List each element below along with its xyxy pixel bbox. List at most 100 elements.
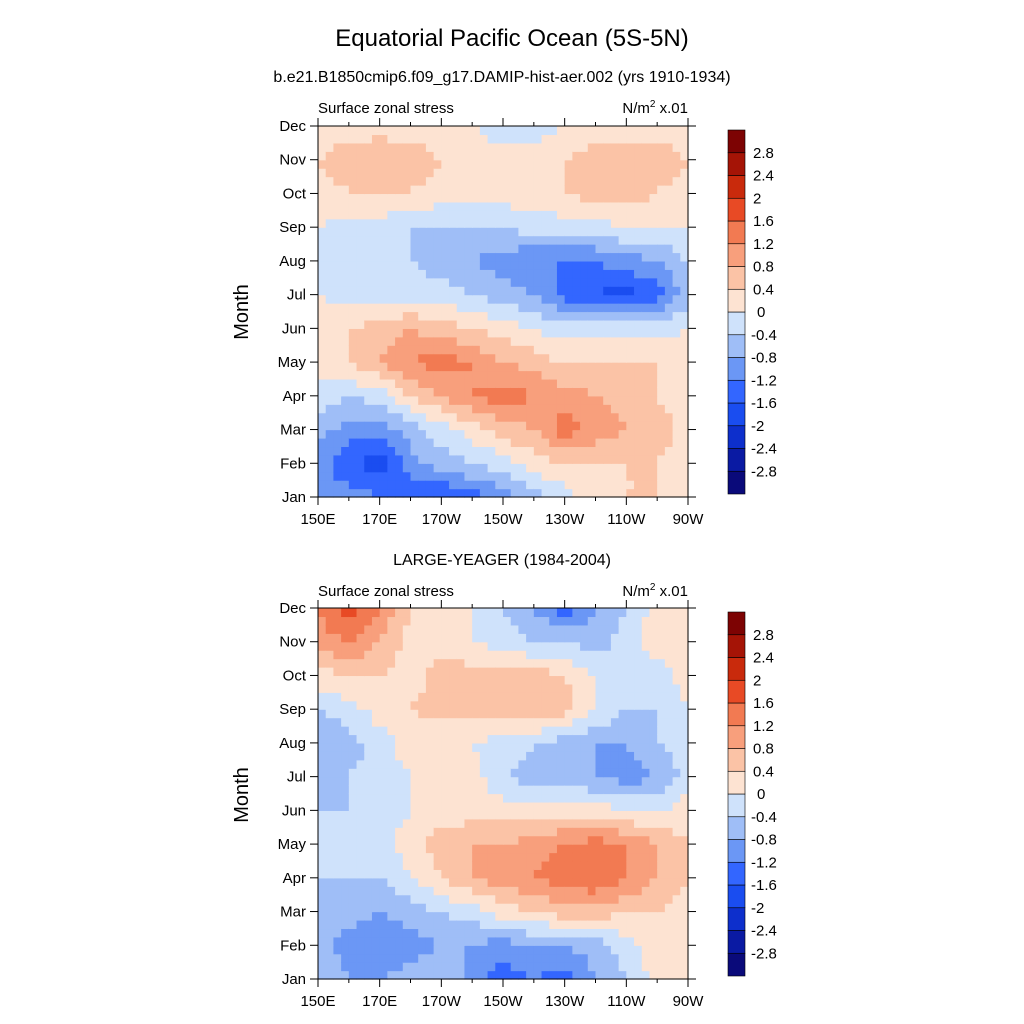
heat-cell [364, 970, 373, 980]
heat-cell [541, 709, 550, 719]
heat-cell [603, 624, 612, 634]
heat-cell [318, 370, 327, 380]
heat-cell [433, 818, 442, 828]
heat-cell [456, 616, 466, 626]
heat-cell [649, 903, 658, 913]
heat-cell [425, 218, 435, 228]
heat-cell [341, 970, 350, 980]
heat-cell [580, 658, 589, 668]
heat-cell [487, 412, 496, 422]
heat-cell [325, 860, 335, 870]
heat-cell [356, 185, 365, 195]
heat-cell [425, 768, 435, 778]
heat-cell [672, 218, 681, 228]
heat-cell [549, 142, 558, 152]
heat-cell [348, 412, 358, 422]
heat-cell [610, 176, 620, 186]
heat-cell [433, 658, 442, 668]
heat-cell [603, 709, 612, 719]
heat-cell [318, 776, 327, 786]
heat-cell [456, 362, 466, 372]
heat-cell [618, 429, 627, 439]
heat-cell [634, 641, 643, 651]
x-tick-label: 170E [362, 993, 397, 1010]
heat-cell [464, 624, 473, 634]
heat-cell [526, 159, 535, 169]
heat-cell [641, 345, 651, 355]
heat-cell [618, 142, 627, 152]
heat-cell [618, 185, 627, 195]
heat-cell [556, 928, 566, 938]
heat-cell [402, 294, 412, 304]
heat-cell [379, 919, 388, 930]
heat-cell [318, 319, 327, 329]
heat-cell [549, 193, 558, 203]
heat-cell [433, 362, 442, 372]
heat-cell [325, 421, 335, 431]
heat-cell [610, 412, 620, 422]
heat-cell [672, 176, 681, 186]
heat-cell [580, 446, 589, 456]
heat-cell [371, 734, 381, 744]
heat-cell [518, 446, 527, 456]
heat-cell [441, 227, 450, 237]
heat-cell [641, 886, 651, 896]
heat-cell [526, 193, 535, 203]
heat-cell [541, 633, 550, 643]
colorbar-box [727, 220, 746, 245]
heat-cell [441, 945, 450, 955]
heat-cell [456, 683, 466, 693]
heat-cell [503, 894, 512, 904]
heat-cell [518, 827, 527, 837]
heat-cell [626, 176, 635, 186]
heat-cell [533, 185, 543, 195]
heat-cell [387, 134, 396, 144]
heat-cell [503, 675, 512, 685]
heat-cell [418, 319, 427, 329]
heat-cell [572, 869, 581, 879]
heat-cell [441, 709, 450, 719]
heat-cell [487, 311, 496, 321]
heat-cell [618, 835, 627, 845]
heat-cell [580, 801, 589, 811]
heat-cell [487, 404, 496, 414]
heat-cell [402, 810, 412, 820]
heat-cell [371, 877, 381, 887]
heat-cell [618, 387, 627, 397]
heat-cell [626, 860, 635, 870]
heat-cell [618, 353, 627, 363]
heat-cell [479, 793, 489, 803]
heat-cell [472, 303, 481, 313]
heat-cell [425, 886, 435, 896]
heat-cell [564, 294, 573, 304]
heat-cell [348, 818, 358, 828]
heat-cell [564, 667, 573, 677]
heat-cell [503, 387, 512, 397]
heat-cell [603, 142, 612, 152]
heat-cell [610, 818, 620, 828]
heat-cell [356, 429, 365, 439]
heat-cell [626, 277, 635, 287]
heat-cell [456, 311, 466, 321]
heat-cell [664, 962, 674, 972]
heat-cell [348, 210, 358, 220]
heat-cell [610, 970, 620, 980]
heat-cell [618, 345, 627, 355]
heat-cell [341, 387, 350, 397]
heat-cell [387, 852, 396, 862]
heat-cell [618, 962, 627, 972]
heat-cell [356, 633, 365, 643]
heat-cell [371, 726, 381, 736]
heat-cell [464, 429, 473, 439]
heat-cell [395, 235, 404, 245]
heat-cell [526, 244, 535, 254]
heat-cell [580, 624, 589, 634]
heat-cell [449, 886, 458, 896]
heat-cell [464, 142, 473, 152]
heat-cell [549, 717, 558, 727]
heat-cell [657, 776, 666, 786]
heat-cell [595, 260, 604, 270]
heat-cell [564, 370, 573, 380]
x-tick-label: 150E [300, 511, 335, 528]
heat-cell [595, 328, 604, 338]
